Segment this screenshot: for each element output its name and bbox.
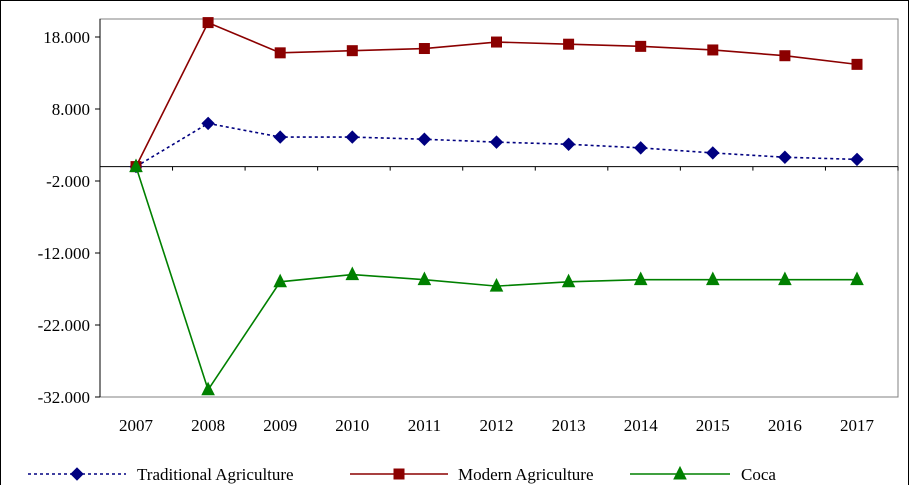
data-point [633,271,648,286]
y-tick-label: 18.000 [43,28,90,47]
data-point [850,271,864,286]
series-traditional-agriculture [129,116,864,174]
legend-marker [70,467,84,481]
x-tick-label: 2014 [624,416,659,435]
data-point [417,271,432,286]
x-tick-label: 2010 [335,416,369,435]
data-point [129,158,143,173]
data-point [491,36,502,48]
data-point [563,38,575,50]
y-tick-label: -2.000 [46,172,90,191]
data-point [707,44,719,56]
data-point [778,150,792,164]
x-tick-label: 2008 [191,416,225,435]
x-tick-label: 2015 [696,416,730,435]
data-point [274,47,286,59]
data-point [633,141,648,155]
x-tick-label: 2011 [408,416,441,435]
legend-marker [673,465,687,480]
data-point [705,271,720,286]
data-point [345,130,360,144]
x-tick-label: 2013 [552,416,586,435]
y-tick-label: -12.000 [38,244,90,263]
data-point [489,278,504,292]
legend-label: Coca [741,465,776,484]
data-point [778,271,792,286]
data-point [418,43,430,55]
x-tick-label: 2017 [840,416,875,435]
data-point [273,273,288,288]
data-point [201,381,215,396]
x-tick-label: 2007 [119,416,154,435]
data-point [779,50,791,62]
series-layer [129,17,864,396]
data-point [346,45,358,57]
x-tick-label: 2009 [263,416,297,435]
legend-item: Traditional Agriculture [28,465,294,484]
y-tick-label: -22.000 [38,316,90,335]
data-point [850,152,864,167]
data-point [417,132,432,146]
data-point [489,135,504,149]
x-tick-label: 2012 [480,416,514,435]
series-coca [129,158,864,396]
data-point [345,266,360,281]
legend: Traditional Agriculture Modern Agricultur… [28,465,776,484]
y-tick-label: 8.000 [52,100,90,119]
data-point [706,146,720,160]
data-point [202,17,214,29]
data-point [851,58,863,70]
data-point [561,137,576,151]
legend-label: Modern Agriculture [458,465,594,484]
legend-marker [393,468,405,480]
data-point [561,273,576,288]
legend-item: Modern Agriculture [350,465,594,484]
y-axis: 18.000 8.000 -2.000 -12.000 -22.000 -32.000 [38,19,101,407]
data-point [273,130,287,144]
plot-area [99,18,899,398]
x-axis: 2007 2008 2009 2010 2011 2012 2013 2014 2015 2016… [99,166,899,435]
x-tick-label: 2016 [768,416,802,435]
data-point [201,116,215,131]
y-tick-label: -32.000 [38,388,90,407]
data-point [635,40,647,52]
legend-label: Traditional Agriculture [137,465,294,484]
legend-item: Coca [630,465,776,484]
